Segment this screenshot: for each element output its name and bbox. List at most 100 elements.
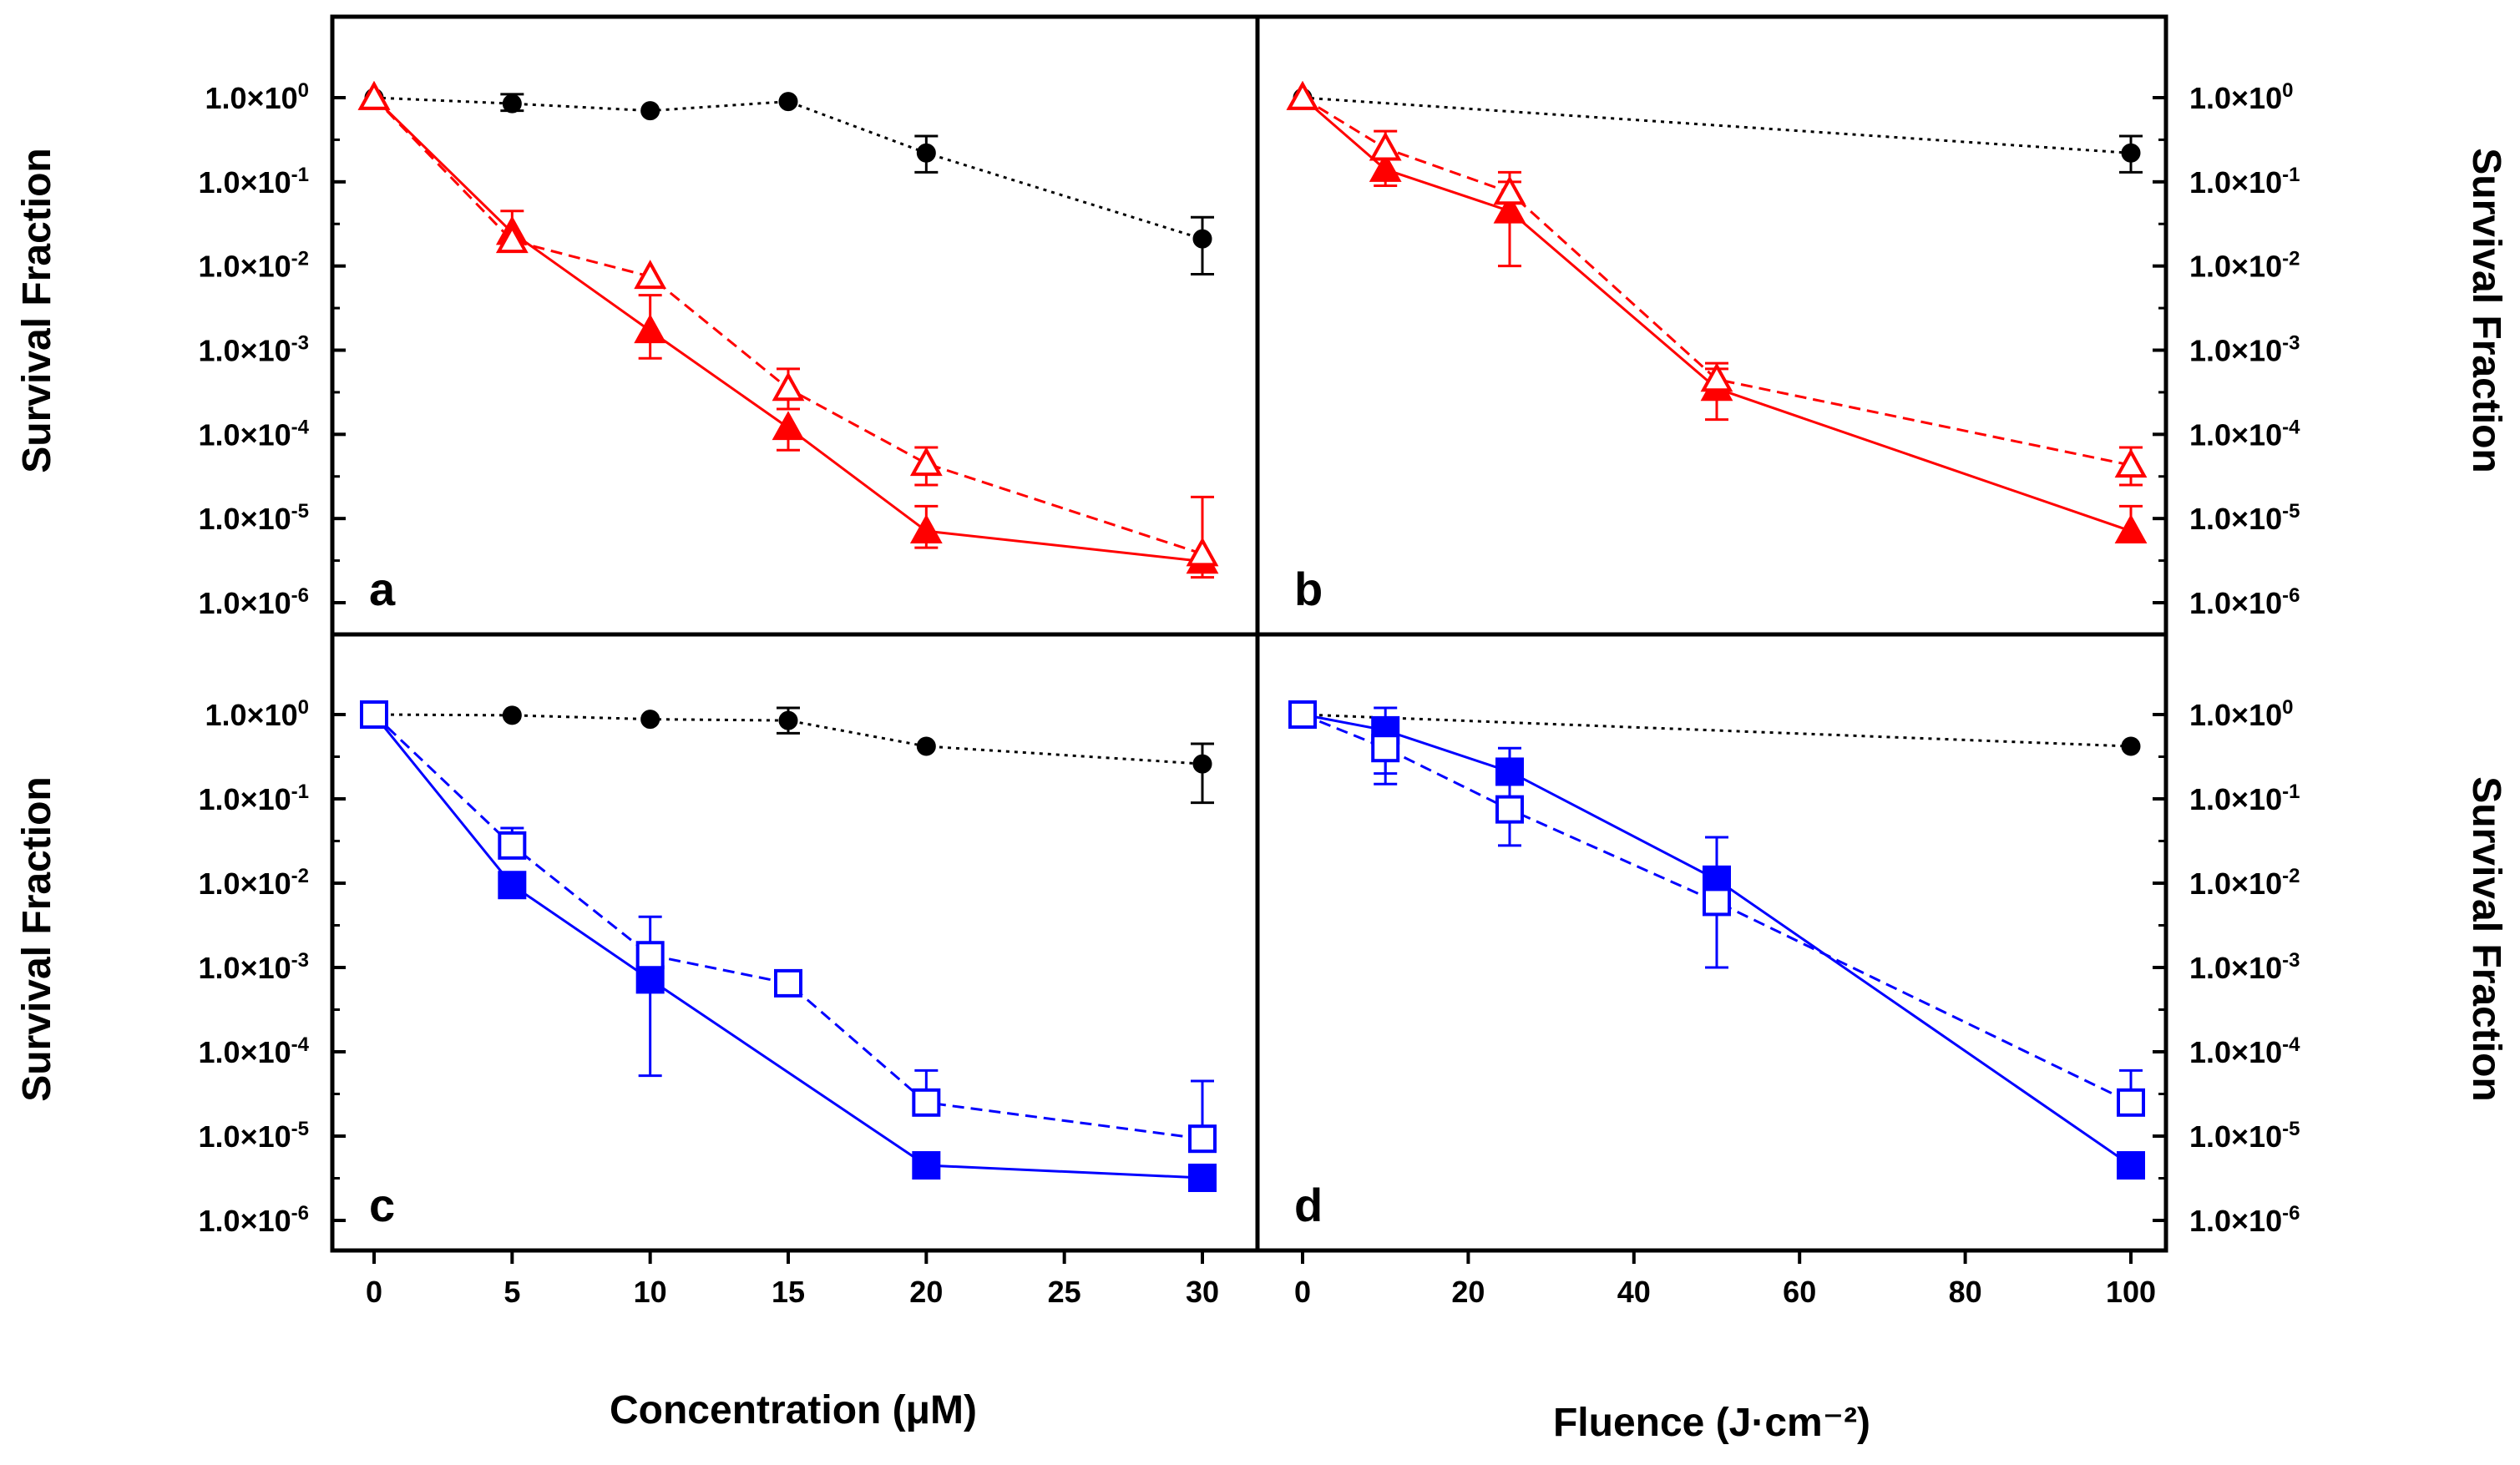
y-tick-label: 1.0×10-2 bbox=[199, 248, 309, 284]
panels: 1.0×100 1.0×10-1 1.0×10-2 1.0×10-3 1.0×10-4 1… bbox=[199, 14, 2300, 1309]
data-point bbox=[634, 314, 667, 344]
series-red-open-triangle bbox=[1286, 80, 2148, 487]
series-control bbox=[364, 705, 1214, 805]
y-tick-label: 1.0×10-2 bbox=[2189, 248, 2300, 284]
series-line bbox=[372, 96, 1203, 563]
y-tick-label: 1.0×10-1 bbox=[2189, 164, 2300, 200]
y-axis-title-bottom-left: Survival Fraction bbox=[15, 776, 59, 1101]
data-point bbox=[498, 831, 527, 860]
series-red-filled-triangle bbox=[357, 80, 1219, 574]
y-tick-label: 1.0×10-3 bbox=[199, 949, 309, 985]
series-control bbox=[1293, 705, 2141, 756]
panel-letter: a bbox=[369, 563, 396, 615]
data-point bbox=[495, 224, 529, 254]
series-line bbox=[1302, 96, 2132, 154]
data-point bbox=[912, 1088, 941, 1117]
panel-letter: b bbox=[1294, 563, 1323, 615]
y-tick-label: 1.0×10-5 bbox=[2189, 500, 2300, 536]
data-point bbox=[778, 710, 798, 730]
x-tick-label: 60 bbox=[1783, 1275, 1816, 1309]
y-axis-title-top-right: Survival Fraction bbox=[2464, 148, 2508, 472]
x-tick-label: 20 bbox=[1451, 1275, 1485, 1309]
data-point bbox=[1493, 194, 1526, 224]
data-point bbox=[912, 1151, 941, 1180]
y-tick-label: 1.0×100 bbox=[205, 696, 309, 732]
data-point bbox=[2117, 1151, 2145, 1180]
data-point bbox=[774, 968, 802, 998]
data-point bbox=[1700, 362, 1733, 392]
x-tick-label: 30 bbox=[1186, 1275, 1219, 1309]
series-red-open-triangle bbox=[357, 80, 1219, 579]
y-tick-label: 1.0×100 bbox=[205, 79, 309, 115]
data-point bbox=[1369, 131, 1402, 161]
y-tick-label: 1.0×10-6 bbox=[199, 584, 309, 620]
y-tick-label: 1.0×10-4 bbox=[199, 1033, 310, 1069]
data-point bbox=[909, 514, 943, 543]
series-blue-open-square bbox=[1288, 700, 2145, 1117]
y-tick-label: 1.0×10-4 bbox=[199, 416, 310, 452]
panel-d: 1.0×100 1.0×10-1 1.0×10-2 1.0×10-3 1.0×10-4 1… bbox=[1255, 632, 2300, 1309]
y-tick-label: 1.0×10-1 bbox=[199, 780, 309, 816]
data-point bbox=[772, 411, 805, 441]
x-tick-label: 100 bbox=[2106, 1275, 2156, 1309]
series-line bbox=[372, 713, 1203, 1140]
series-line bbox=[1302, 96, 2132, 533]
data-point bbox=[357, 80, 391, 110]
y-tick-label: 1.0×10-3 bbox=[2189, 332, 2300, 368]
y-tick-label: 1.0×10-3 bbox=[199, 332, 309, 368]
data-point bbox=[1493, 175, 1526, 205]
series-blue-filled-square bbox=[360, 700, 1217, 1192]
series-line bbox=[373, 713, 1203, 765]
panel-frame bbox=[330, 14, 1260, 637]
x-tick-label: 80 bbox=[1949, 1275, 1982, 1309]
data-point bbox=[916, 736, 936, 756]
x-tick-label: 0 bbox=[366, 1275, 382, 1309]
y-axis-title-top-left: Survival Fraction bbox=[15, 148, 59, 472]
data-point bbox=[1495, 757, 1524, 786]
data-point bbox=[1186, 537, 1219, 567]
panel-frame bbox=[1255, 14, 2168, 637]
panel-letter: c bbox=[369, 1179, 395, 1231]
series-line bbox=[372, 96, 1203, 555]
data-point bbox=[635, 941, 665, 970]
series-line bbox=[372, 714, 1203, 1180]
x-tick-label: 10 bbox=[634, 1275, 667, 1309]
y-tick-label: 1.0×10-5 bbox=[199, 500, 309, 536]
data-point bbox=[1369, 152, 1402, 182]
x-tick-label: 25 bbox=[1048, 1275, 1081, 1309]
data-point bbox=[772, 371, 805, 402]
data-point bbox=[502, 705, 522, 725]
y-tick-label: 1.0×10-5 bbox=[2189, 1118, 2300, 1154]
x-tick-label: 40 bbox=[1617, 1275, 1651, 1309]
y-tick-label: 1.0×10-5 bbox=[199, 1118, 309, 1154]
y-tick-label: 1.0×10-4 bbox=[2189, 1033, 2300, 1069]
data-point bbox=[2117, 1088, 2145, 1117]
series-blue-open-square bbox=[360, 700, 1217, 1154]
series-line bbox=[1302, 713, 2132, 748]
panel-c: 1.0×100 1.0×10-1 1.0×10-2 1.0×10-3 1.0×10-4 1… bbox=[199, 632, 1260, 1309]
data-point bbox=[1286, 80, 1319, 110]
data-point bbox=[1192, 229, 1212, 249]
panel-letter: d bbox=[1294, 1179, 1323, 1231]
y-tick-label: 1.0×10-1 bbox=[199, 164, 309, 200]
data-point bbox=[1188, 1124, 1217, 1154]
data-point bbox=[498, 871, 527, 900]
data-point bbox=[1703, 887, 1731, 917]
series-line bbox=[373, 96, 1203, 240]
data-point bbox=[360, 700, 388, 729]
data-point bbox=[916, 143, 936, 163]
data-point bbox=[1188, 1163, 1217, 1192]
x-tick-label: 0 bbox=[1294, 1275, 1311, 1309]
data-point bbox=[909, 447, 943, 477]
y-tick-label: 1.0×10-6 bbox=[2189, 584, 2300, 620]
y-tick-label: 1.0×100 bbox=[2189, 696, 2293, 732]
y-tick-label: 1.0×10-1 bbox=[2189, 780, 2300, 816]
data-point bbox=[502, 93, 522, 114]
data-point bbox=[1192, 754, 1212, 774]
data-point bbox=[1371, 734, 1400, 763]
x-tick-label: 5 bbox=[503, 1275, 520, 1309]
y-tick-label: 1.0×10-2 bbox=[199, 865, 309, 901]
series-control bbox=[364, 88, 1214, 275]
x-axis-title-fluence: Fluence (J·cm⁻²) bbox=[1553, 1401, 1870, 1445]
